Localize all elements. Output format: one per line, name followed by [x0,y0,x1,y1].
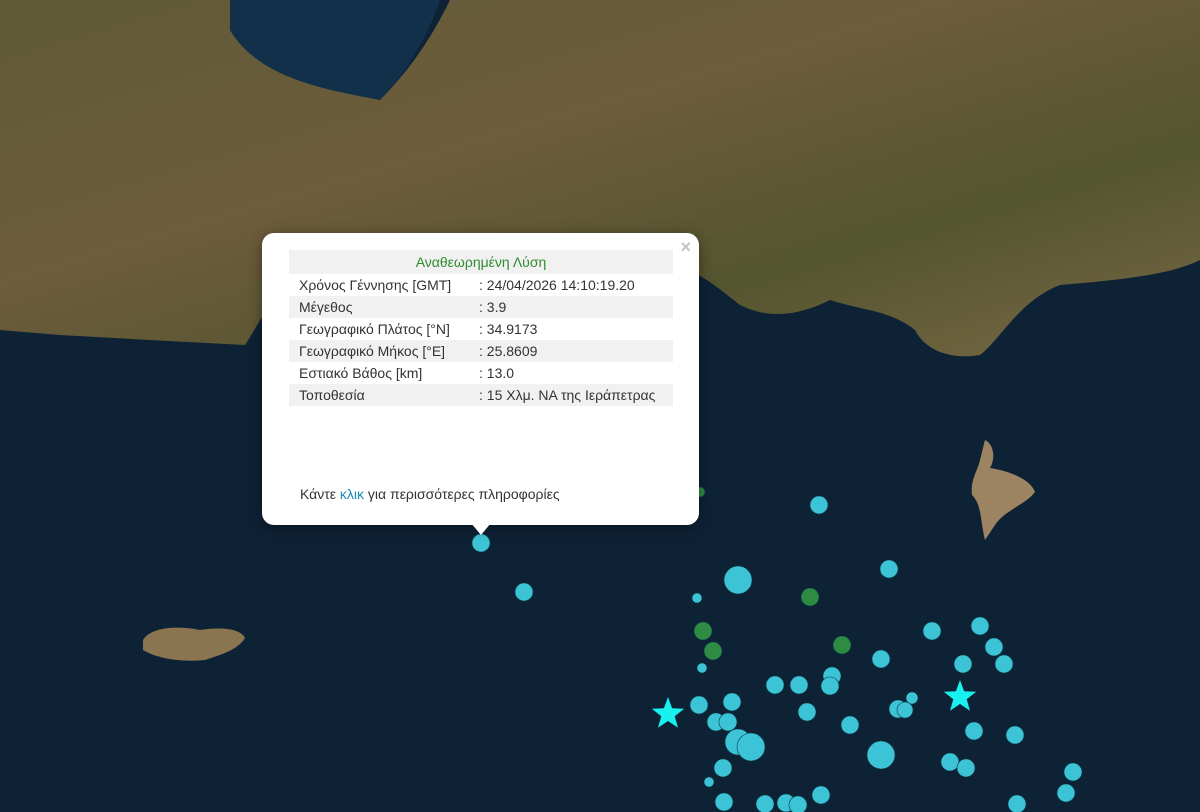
earthquake-marker[interactable] [765,675,785,695]
bay-water [230,0,440,100]
more-suffix: για περισσότερες πληροφορίες [364,486,560,502]
earthquake-marker[interactable] [471,533,491,553]
earthquake-marker[interactable] [940,752,960,772]
island-koufonisi [971,440,1035,540]
earthquake-marker[interactable] [755,794,775,812]
earthquake-marker[interactable] [956,758,976,778]
earthquake-marker[interactable] [703,776,715,788]
earthquake-marker[interactable] [811,785,831,805]
star-icon[interactable] [943,680,977,711]
earthquake-marker[interactable] [840,715,860,735]
close-icon[interactable]: × [680,237,691,257]
earthquake-marker[interactable] [879,559,899,579]
table-row: Μέγεθος : 3.9 [289,296,673,318]
earthquake-marker[interactable] [1007,794,1027,812]
earthquake-marker[interactable] [896,701,914,719]
row-value: : 25.8609 [479,343,538,359]
event-details-table: Αναθεωρημένη Λύση Χρόνος Γέννησης [GMT]:… [289,250,673,406]
earthquake-marker[interactable] [691,592,703,604]
earthquake-marker[interactable] [1056,783,1076,803]
earthquake-marker[interactable] [866,740,896,770]
more-info-text: Κάντε κλικ για περισσότερες πληροφορίες [300,486,560,502]
earthquake-marker[interactable] [714,792,734,812]
earthquake-marker[interactable] [1005,725,1025,745]
earthquake-marker[interactable] [514,582,534,602]
table-row: Εστιακό Βάθος [km] : 13.0 [289,362,673,384]
popup-tip [471,523,491,535]
island-chrysi [143,627,245,661]
earthquake-marker[interactable] [788,795,808,812]
earthquake-marker[interactable] [922,621,942,641]
earthquake-marker[interactable] [722,692,742,712]
row-label: Τοποθεσία [299,387,365,403]
earthquake-marker[interactable] [693,621,713,641]
earthquake-marker[interactable] [703,641,723,661]
earthquake-popup: × Αναθεωρημένη Λύση Χρόνος Γέννησης [GMT… [262,233,699,525]
earthquake-marker[interactable] [994,654,1014,674]
land-crete [0,0,1200,357]
earthquake-marker[interactable] [718,712,738,732]
table-row: Γεωγραφικό Μήκος [°E] : 25.8609 [289,340,673,362]
earthquake-marker[interactable] [832,635,852,655]
row-label: Χρόνος Γέννησης [GMT] [299,277,452,293]
more-prefix: Κάντε [300,486,340,502]
earthquake-marker[interactable] [809,495,829,515]
row-value: : 34.9173 [479,321,538,337]
row-value: : 15 Χλμ. ΝΑ της Ιεράπετρας [479,387,656,403]
earthquake-marker[interactable] [820,676,840,696]
earthquake-marker[interactable] [713,758,733,778]
row-label: Γεωγραφικό Πλάτος [°N] [299,321,450,337]
earthquake-marker[interactable] [1063,762,1083,782]
row-label: Γεωγραφικό Μήκος [°E] [299,343,446,359]
earthquake-marker[interactable] [871,649,891,669]
earthquake-marker[interactable] [984,637,1004,657]
table-row: Χρόνος Γέννησης [GMT] : 24/04/2026 14:10:… [289,274,673,296]
earthquake-marker[interactable] [800,587,820,607]
earthquake-marker[interactable] [797,702,817,722]
earthquake-marker[interactable] [970,616,990,636]
earthquake-marker[interactable] [689,695,709,715]
earthquake-marker[interactable] [736,732,766,762]
earthquake-marker[interactable] [905,691,919,705]
popup-title: Αναθεωρημένη Λύση [415,254,547,270]
table-row: Τοποθεσία : 15 Χλμ. ΝΑ της Ιεράπετρας [289,384,673,406]
row-label: Μέγεθος [299,299,353,315]
earthquake-marker[interactable] [723,565,753,595]
row-value: : 24/04/2026 14:10:19.20 [479,277,635,293]
earthquake-marker[interactable] [953,654,973,674]
row-label: Εστιακό Βάθος [km] [299,365,423,381]
row-value: : 13.0 [479,365,515,381]
more-info-link[interactable]: κλικ [339,486,365,502]
earthquake-marker[interactable] [696,662,708,674]
earthquake-marker[interactable] [789,675,809,695]
row-value: : 3.9 [479,299,507,315]
star-icon[interactable] [651,697,685,728]
table-row: Γεωγραφικό Πλάτος [°N] : 34.9173 [289,318,673,340]
earthquake-marker[interactable] [964,721,984,741]
